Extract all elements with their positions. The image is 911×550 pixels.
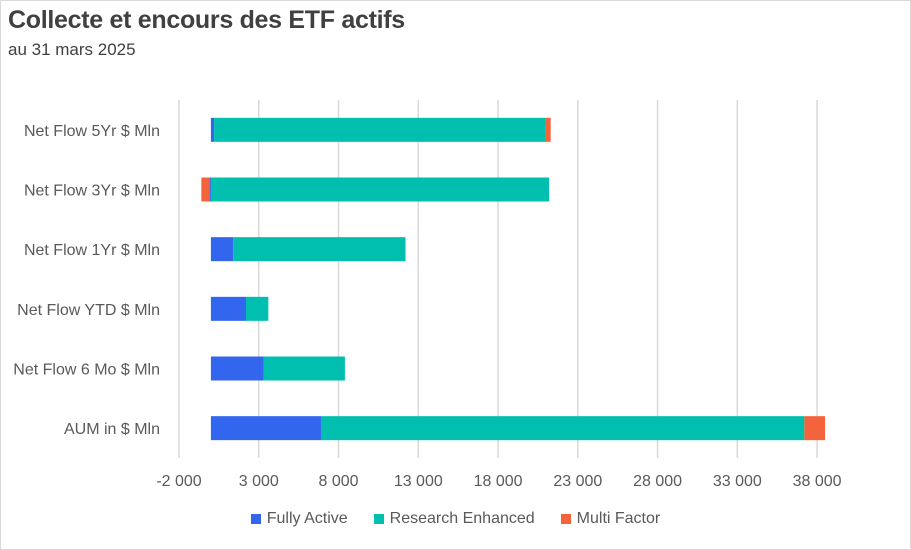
x-tick-label: 8 000: [319, 473, 359, 490]
bar-fully-active: [210, 356, 264, 381]
x-tick-label: 23 000: [553, 473, 602, 490]
legend-swatch-fully-active: [250, 514, 261, 524]
y-category-label: Net Flow YTD $ Mln: [17, 302, 160, 319]
chart-title: Collecte et encours des ETF actifs: [8, 6, 405, 34]
x-tick-label: 3 000: [239, 473, 279, 490]
y-category-label: Net Flow 5Yr $ Mln: [24, 123, 160, 140]
y-category-label: Net Flow 6 Mo $ Mln: [13, 362, 160, 379]
bar-research-enhanced: [320, 416, 805, 441]
legend-swatch-research-enhanced: [373, 514, 384, 524]
chart-subtitle: au 31 mars 2025: [8, 40, 136, 59]
x-tick-label: 38 000: [793, 473, 842, 490]
y-category-label: AUM in $ Mln: [64, 421, 160, 438]
legend-item-multi-factor: Multi Factor: [560, 510, 661, 528]
bar-fully-active: [210, 296, 246, 321]
x-tick-label: 28 000: [633, 473, 682, 490]
legend-item-research-enhanced: Research Enhanced: [373, 510, 535, 528]
x-tick-label: 18 000: [474, 473, 523, 490]
bar-research-enhanced: [263, 356, 345, 381]
bar-fully-active: [210, 117, 215, 142]
legend-label: Multi Factor: [576, 510, 661, 527]
y-category-label: Net Flow 1Yr $ Mln: [24, 242, 160, 259]
x-tick-label: 13 000: [394, 473, 443, 490]
bar-multi-factor: [201, 177, 210, 202]
bar-research-enhanced: [214, 117, 546, 142]
bar-research-enhanced: [210, 177, 550, 202]
legend-item-fully-active: Fully Active: [250, 510, 348, 528]
chart-legend: Fully Active Research Enhanced Multi Fac…: [0, 510, 911, 528]
bar-research-enhanced: [246, 296, 269, 321]
bar-multi-factor: [545, 117, 551, 142]
x-tick-label: -2 000: [156, 473, 201, 490]
bar-multi-factor: [804, 416, 826, 441]
bar-fully-active: [210, 237, 234, 262]
legend-swatch-multi-factor: [560, 514, 571, 524]
bar-fully-active: [209, 177, 211, 202]
legend-label: Research Enhanced: [389, 510, 535, 527]
legend-label: Fully Active: [266, 510, 348, 527]
bar-fully-active: [210, 416, 321, 441]
x-tick-label: 33 000: [713, 473, 762, 490]
bar-research-enhanced: [233, 237, 406, 262]
y-category-label: Net Flow 3Yr $ Mln: [24, 183, 160, 200]
